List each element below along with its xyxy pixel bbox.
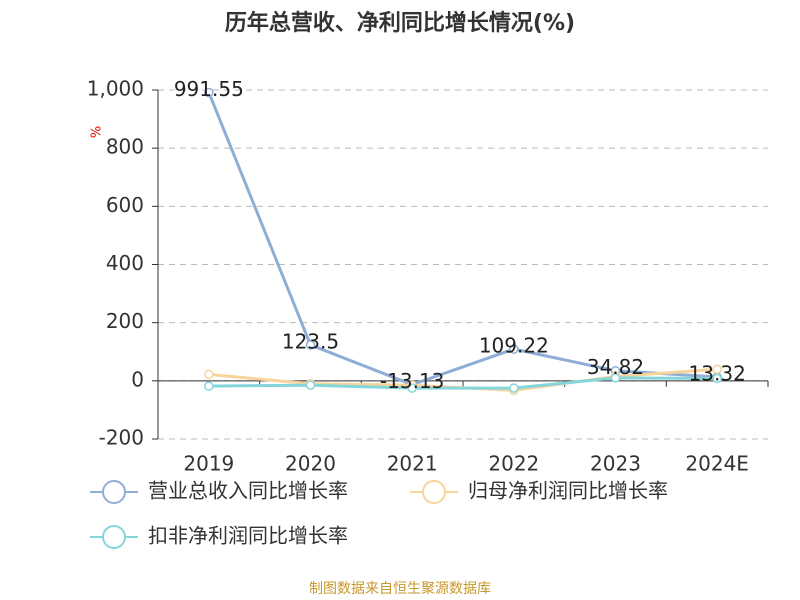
y-tick-label: 800 — [106, 135, 144, 159]
x-tick-label: 2019 — [183, 452, 234, 476]
y-tick-label: 200 — [106, 309, 144, 333]
data-point — [204, 87, 214, 98]
data-label: 123.5 — [282, 329, 339, 353]
x-tick-label: 2020 — [285, 452, 336, 476]
data-point — [407, 383, 417, 393]
data-point — [509, 383, 519, 393]
legend-marker — [102, 525, 126, 549]
y-tick-label: 600 — [106, 193, 144, 217]
data-point — [712, 373, 722, 384]
data-label: 13.32 — [689, 361, 746, 385]
legend-marker — [102, 480, 126, 504]
data-point — [509, 344, 519, 354]
footer: 制图数据来自恒生聚源数据库 — [309, 581, 491, 597]
legend-label: 扣非净利润同比增长率 — [148, 524, 348, 548]
data-label: 991.55 — [174, 77, 244, 101]
x-tick-label: 2022 — [488, 452, 539, 476]
data-point — [305, 340, 316, 350]
y-tick-label: -200 — [99, 426, 144, 450]
legend-label: 营业总收入同比增长率 — [148, 479, 348, 503]
legend-marker — [422, 480, 446, 504]
x-tick-label: 2021 — [387, 452, 438, 476]
y-tick-label: 400 — [106, 251, 144, 275]
y-axis-label: % — [90, 126, 105, 138]
data-label: -13.13 — [380, 369, 444, 393]
data-point — [712, 364, 722, 374]
series-line — [207, 91, 718, 387]
data-point — [305, 380, 316, 390]
x-tick-label: 2023 — [590, 452, 641, 476]
data-point — [204, 381, 214, 391]
legend-label: 归母净利润同比增长率 — [468, 479, 668, 503]
y-tick-label: 0 — [131, 367, 144, 391]
chart-title: 历年总营收、净利同比增长情况(%) — [225, 10, 575, 36]
data-label: 109.22 — [479, 334, 549, 358]
data-point — [204, 369, 214, 380]
data-point — [610, 373, 621, 383]
series-line — [208, 376, 718, 390]
x-tick-label: 2024E — [685, 452, 749, 476]
y-tick-label: 1,000 — [87, 77, 144, 101]
data-label: 34.82 — [587, 355, 644, 379]
